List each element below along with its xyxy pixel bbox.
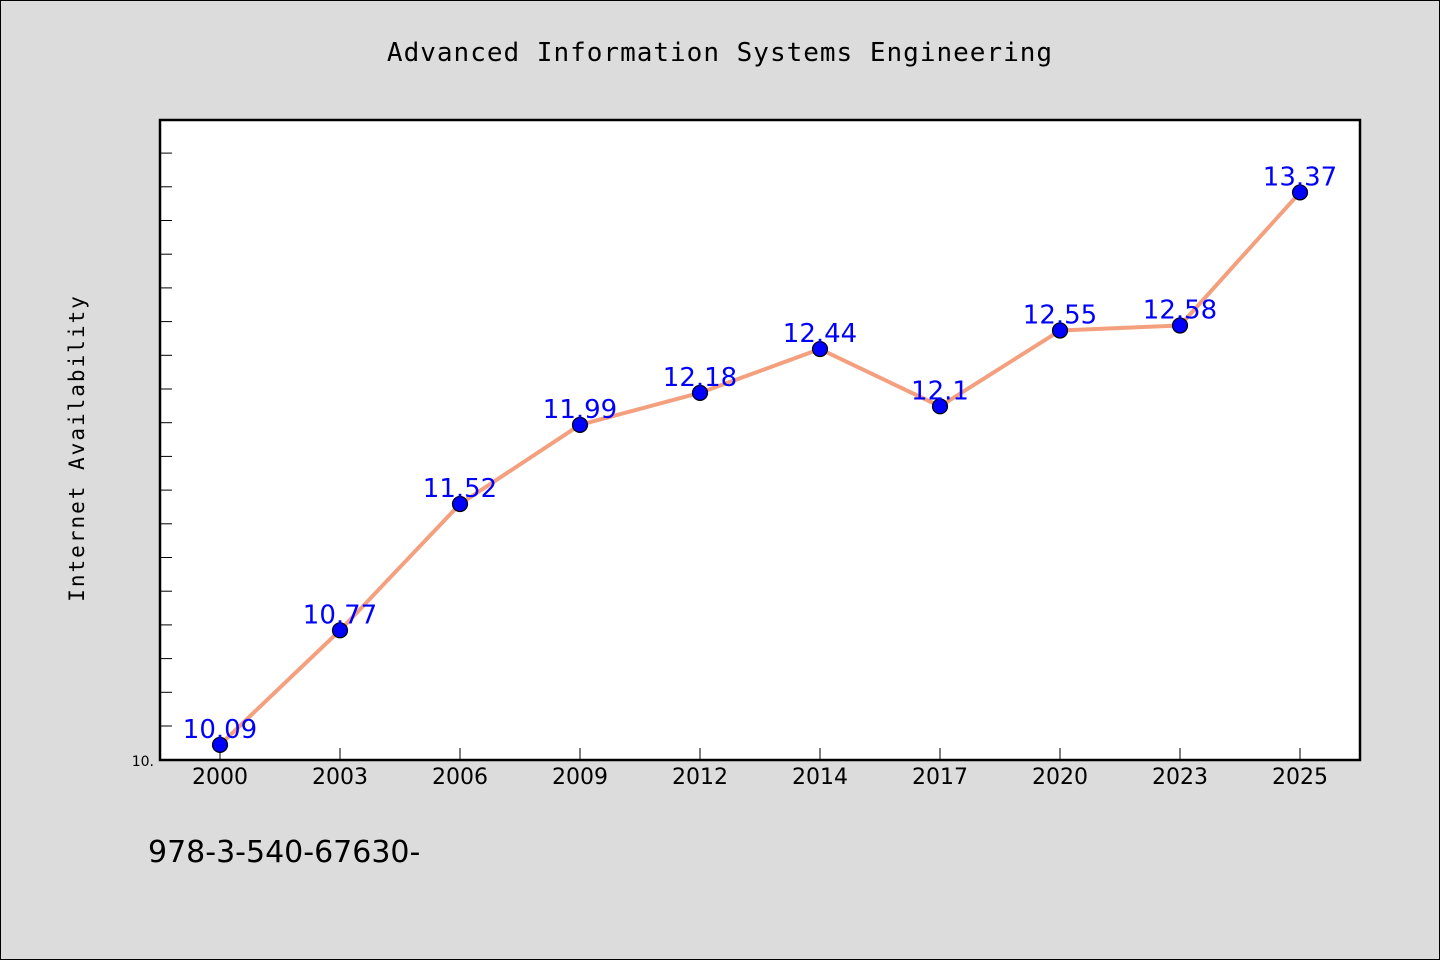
data-label: 12.1: [911, 376, 969, 406]
series-line: [218, 190, 1302, 747]
data-point: [1291, 184, 1309, 201]
data-label: 12.58: [1143, 295, 1217, 325]
x-tick-label: 2009: [552, 765, 608, 790]
data-labels-group: 10.09 10.77 11.52 11.99 12.18 12.44 12.1 12.55 1…: [183, 162, 1337, 744]
data-label: 12.18: [663, 363, 737, 393]
data-label: 12.44: [783, 319, 857, 349]
chart-title: Advanced Information Systems Engineering: [387, 38, 1053, 68]
x-tick-label: 2003: [312, 765, 368, 790]
y-axis-label: Internet Availability: [65, 294, 89, 602]
x-ticks: 2000 2003 2006 2009 2012 2014 2017 2020 2023 2025: [192, 748, 1328, 790]
data-point: [691, 384, 709, 401]
y-tick-label: 10.: [132, 754, 154, 770]
data-point: [571, 416, 589, 433]
data-label: 12.55: [1023, 301, 1097, 331]
data-label: 11.52: [423, 474, 497, 504]
x-tick-label: 2017: [912, 765, 968, 790]
y-minor-ticks: [160, 152, 172, 727]
data-label: 13.37: [1263, 162, 1337, 192]
x-tick-label: 2006: [432, 765, 488, 790]
data-point: [451, 495, 469, 513]
x-tick-label: 2012: [672, 765, 728, 790]
x-tick-label: 2000: [192, 765, 248, 790]
x-tick-label: 2020: [1032, 765, 1088, 790]
data-label: 10.77: [303, 600, 377, 630]
x-tick-label: 2014: [792, 765, 848, 790]
x-tick-label: 2025: [1272, 765, 1328, 790]
data-label: 10.09: [183, 715, 257, 745]
footer-isbn: 978-3-540-67630-: [148, 835, 420, 870]
data-point: [1051, 322, 1069, 339]
data-label: 11.99: [543, 395, 617, 425]
data-point: [211, 736, 229, 753]
data-point: [931, 398, 949, 415]
series-line-group: [218, 190, 1302, 747]
plot-area: [158, 118, 1362, 762]
x-tick-label: 2023: [1152, 765, 1208, 790]
data-point: [1171, 317, 1189, 334]
data-point: [331, 622, 349, 639]
data-point: [811, 340, 829, 358]
markers-group: [211, 184, 1309, 753]
